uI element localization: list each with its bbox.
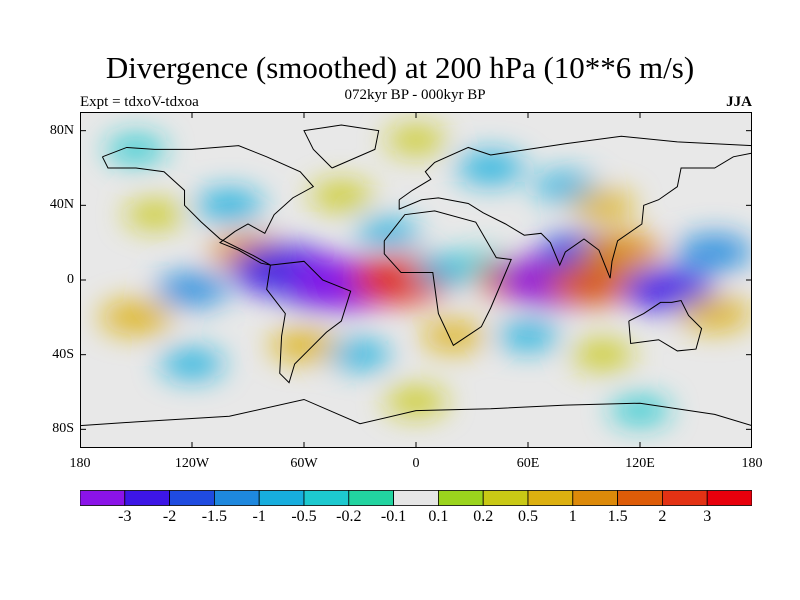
colorbar-label: 0.1 [428,508,449,525]
coastline [628,299,703,352]
coastline [398,135,752,279]
colorbar-swatch [213,490,260,506]
colorbar-label: 2 [658,508,667,525]
divergence-anomaly-cell [106,135,166,164]
divergence-anomaly-cell [195,189,264,222]
divergence-anomaly-cell [421,321,486,351]
divergence-anomaly-cell [534,172,597,202]
divergence-anomaly-cell [571,340,634,370]
colorbar-swatch [706,490,752,506]
experiment-label: Expt = tdxoV-tdxoa [80,94,199,110]
colorbar-label: -0.1 [380,508,407,525]
colorbar-swatch [482,490,529,506]
x-tick-label: 120E [625,456,655,471]
divergence-anomaly-cell [156,272,228,307]
colorbar-swatch [124,490,170,506]
x-tick-label: 60W [290,456,318,471]
coastline [80,398,752,427]
colorbar-label: -0.5 [291,508,317,525]
coastline [383,210,512,347]
colorbar-label: 3 [703,508,712,525]
x-tick-label: 180 [69,456,91,471]
colorbar-swatch [348,490,394,506]
colorbar-swatch [572,490,618,506]
coastline [101,145,315,266]
colorbar-label: 0.2 [473,508,494,525]
divergence-anomaly-cell [357,218,419,248]
divergence-map [80,112,752,448]
divergence-anomaly-cell [310,181,373,211]
map-border [80,112,752,448]
divergence-anomaly-cell [329,340,391,370]
y-tick-label: 80S [52,421,74,437]
divergence-anomaly-cell [385,386,447,416]
x-tick-label: 180 [741,456,763,471]
divergence-anomaly-cell [580,232,663,272]
colorbar [80,490,752,506]
y-tick-label: 40N [49,197,74,213]
colorbar-swatch [169,490,215,506]
colorbar-label: -1.5 [201,508,228,525]
divergence-anomaly-cell [676,234,752,270]
divergence-anomaly-cell [570,190,635,221]
coastline [266,260,352,384]
colorbar-swatch [303,490,350,506]
colorbar-label: -1 [252,508,266,525]
colorbar-swatch [393,490,439,506]
colorbar-swatch [617,490,663,506]
x-tick-label: 60E [516,456,540,471]
divergence-anomaly-cell [100,300,172,335]
divergence-anomaly-cell [622,267,714,312]
colorbar-label: -3 [118,508,132,525]
colorbar-label: -2 [162,508,177,525]
colorbar-swatch [437,490,484,506]
colorbar-swatch [80,490,126,506]
x-tick-label: 0 [412,456,420,471]
divergence-anomaly-cell [456,152,525,184]
colorbar-label: 0.5 [518,508,538,525]
colorbar-label: -0.2 [336,508,362,525]
coastline [303,124,380,169]
divergence-anomaly-cell [160,349,224,379]
y-tick-label: 80N [49,122,74,138]
divergence-anomaly-cell [386,126,446,154]
y-tick-label: 40S [52,346,74,362]
divergence-anomaly-cell [547,261,640,306]
divergence-anomaly-cell [124,200,185,229]
colorbar-swatch [527,490,574,506]
y-tick-label: 0 [67,272,74,287]
colorbar-swatch [662,490,708,506]
divergence-anomaly-cell [678,296,751,331]
colorbar-label: 1.5 [607,508,628,525]
divergence-anomaly-cell [610,396,670,425]
colorbar-label: 1 [568,508,577,525]
plot-title: Divergence (smoothed) at 200 hPa (10**6 … [105,50,695,85]
plot-subtitle: 072kyr BP - 000kyr BP [344,87,486,103]
divergence-anomaly-cell [497,321,559,351]
x-tick-label: 120W [174,456,210,471]
colorbar-swatch [258,490,305,506]
season-label: JJA [726,94,752,110]
